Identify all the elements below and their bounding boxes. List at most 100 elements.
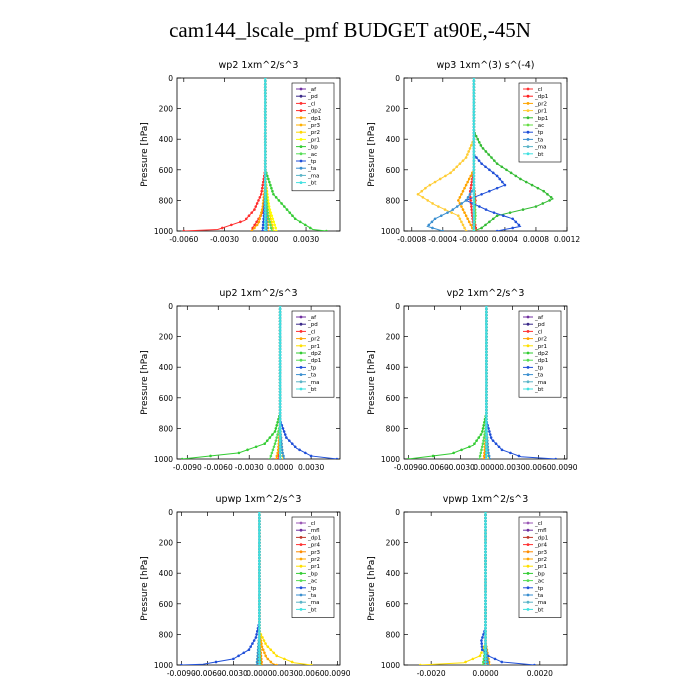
- series-point-bt: [484, 529, 487, 532]
- series-point-bt: [263, 168, 267, 172]
- series-point-bt: [472, 107, 476, 110]
- series-point-pr1: [420, 189, 424, 193]
- series-point-dp1: [481, 442, 485, 446]
- series-point-bt: [472, 134, 476, 138]
- series-point-bt: [263, 199, 267, 202]
- series-point-bp: [268, 180, 271, 184]
- series-point-bt: [263, 192, 267, 196]
- legend-marker: [526, 528, 530, 532]
- series-point-bt: [263, 122, 267, 126]
- series-point-dp2: [473, 442, 476, 446]
- series-point-cl: [230, 223, 233, 227]
- y-tick-label: 0: [395, 508, 400, 517]
- series-point-bt: [484, 556, 487, 560]
- legend-marker: [526, 152, 530, 156]
- series-point-bt: [485, 365, 488, 369]
- series-point-bp: [283, 205, 286, 208]
- series-point-bt: [258, 513, 261, 517]
- series-point-dp2: [276, 420, 279, 424]
- series-point-pr1: [264, 642, 267, 645]
- series-point-ac: [481, 663, 485, 665]
- legend-label: _dp1: [534, 358, 548, 364]
- x-tick-label: 0.0004: [492, 235, 518, 244]
- y-tick-label: 800: [159, 196, 174, 205]
- x-tick-label: -0.0090: [173, 463, 202, 472]
- series-point-pr1: [469, 144, 473, 147]
- series-point-cl: [260, 186, 264, 190]
- series-point-bt: [472, 165, 476, 169]
- x-tick-label: -0.0030: [446, 463, 475, 472]
- legend-marker: [526, 373, 530, 376]
- legend-label: _pr3: [307, 550, 321, 556]
- series-point-bt: [485, 323, 488, 326]
- series-point-pr2: [266, 657, 270, 661]
- series-point-ta: [433, 217, 437, 221]
- series-point-bt: [278, 316, 282, 320]
- series-point-ta: [427, 223, 431, 227]
- series-point-dp2: [481, 430, 484, 433]
- series-point-bt: [258, 596, 261, 599]
- series-point-bt: [485, 439, 488, 442]
- y-tick-label: 0: [168, 302, 173, 311]
- series-point-pr1: [471, 657, 475, 661]
- series-point-bt: [472, 119, 476, 123]
- series-point-tp: [480, 645, 484, 648]
- legend-label: _bt: [307, 181, 317, 187]
- series-point-bp: [267, 177, 270, 181]
- series-point-dp1: [273, 442, 277, 446]
- series-point-bp: [303, 223, 307, 227]
- series-point-pr1: [310, 663, 313, 665]
- x-tick-label: -0.0030: [235, 463, 264, 472]
- legend-marker: [299, 109, 303, 112]
- series-point-tp: [262, 220, 265, 224]
- series-point-cl: [250, 211, 254, 214]
- legend-label: _dp1: [307, 116, 321, 122]
- series-point-bt: [485, 353, 488, 357]
- series-point-tp: [251, 642, 254, 645]
- y-axis-label: Pressure [hPa]: [367, 350, 377, 415]
- plot-frame: [403, 77, 568, 232]
- series-point-tp: [285, 436, 288, 439]
- series-point-cl: [260, 189, 264, 193]
- legend-label: _af: [534, 315, 544, 321]
- series-point-tp: [514, 220, 518, 224]
- series-point-bt: [263, 205, 267, 208]
- series-point-bt: [484, 578, 487, 581]
- series-point-bt: [263, 208, 267, 211]
- series-point-bt: [258, 516, 261, 520]
- series-point-ta: [441, 229, 445, 231]
- series-point-bt: [278, 320, 282, 323]
- series-point-bt: [258, 620, 261, 624]
- series-point-bp: [325, 229, 328, 231]
- legend-marker: [299, 130, 303, 134]
- series-point-bt: [484, 623, 487, 627]
- y-tick-label: 200: [386, 333, 401, 342]
- y-tick-label: 0: [168, 508, 173, 517]
- y-tick-label: 200: [159, 105, 174, 114]
- legend: _af_pd_cl _pr2_pr1_dp2_dp1_tp _ta_ma_bt: [518, 310, 562, 398]
- series-point-pr1: [426, 199, 430, 202]
- series-point-tp: [252, 639, 256, 642]
- x-tick-label: 0.0060: [525, 463, 551, 472]
- series-point-ta: [446, 211, 449, 214]
- series-point-cl: [470, 208, 473, 211]
- series-point-bt: [484, 630, 487, 633]
- series-point-tp: [480, 162, 483, 165]
- series-point-bt: [484, 568, 487, 572]
- series-point-pr2: [464, 183, 468, 187]
- series-point-bp1: [542, 189, 546, 193]
- series-point-pr1: [268, 208, 272, 211]
- legend: _cl_mfl_dp1_pr4_pr3_pr2_pr1_bp_ac_tp_ta_…: [518, 516, 562, 618]
- series-line-dp2: [408, 306, 487, 459]
- series-point-bt: [258, 633, 261, 636]
- legend-marker: [526, 87, 530, 91]
- series-point-ac: [267, 217, 271, 221]
- legend-marker: [299, 337, 303, 340]
- series-point-bt: [278, 427, 282, 430]
- series-point-bt: [278, 353, 282, 357]
- series-point-ta: [255, 663, 259, 665]
- series-point-pr1: [468, 147, 472, 150]
- series-point-bt: [278, 451, 282, 455]
- series-point-tp: [500, 660, 504, 664]
